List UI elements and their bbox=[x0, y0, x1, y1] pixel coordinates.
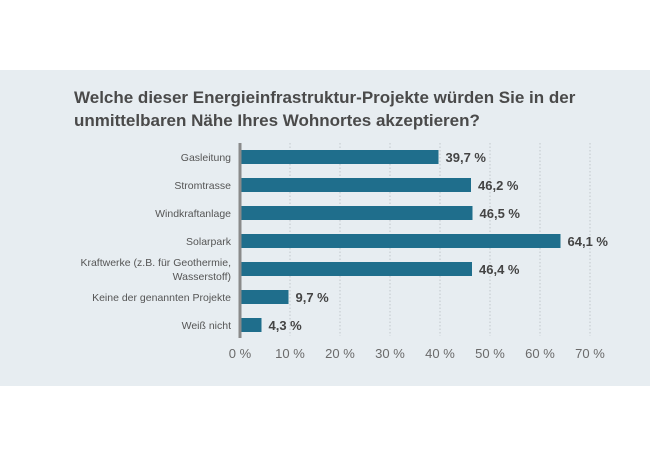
chart-title: Welche dieser Energieinfrastruktur-Proje… bbox=[74, 88, 576, 130]
x-tick-label: 40 % bbox=[425, 346, 455, 361]
x-tick-label: 10 % bbox=[275, 346, 305, 361]
x-tick-label: 20 % bbox=[325, 346, 355, 361]
x-tick-label: 70 % bbox=[575, 346, 605, 361]
bar bbox=[240, 206, 473, 220]
category-label: Stromtrasse bbox=[174, 180, 231, 192]
category-label: Solarpark bbox=[186, 236, 232, 248]
category-label: Kraftwerke (z.B. für Geothermie, Wasserst… bbox=[80, 257, 231, 283]
x-tick-label: 50 % bbox=[475, 346, 505, 361]
value-label: 39,7 % bbox=[446, 150, 487, 165]
category-label: Windkraftanlage bbox=[155, 208, 231, 220]
value-label: 64,1 % bbox=[568, 234, 609, 249]
bar bbox=[240, 150, 439, 164]
value-label: 46,5 % bbox=[480, 206, 521, 221]
x-tick-label: 60 % bbox=[525, 346, 555, 361]
chart-panel bbox=[0, 70, 650, 386]
value-label: 9,7 % bbox=[296, 290, 330, 305]
value-label: 4,3 % bbox=[269, 318, 303, 333]
x-tick-label: 30 % bbox=[375, 346, 405, 361]
bar bbox=[240, 178, 471, 192]
category-label: Weiß nicht bbox=[182, 320, 231, 332]
category-label: Gasleitung bbox=[181, 152, 231, 164]
bar bbox=[240, 318, 262, 332]
bar bbox=[240, 262, 472, 276]
x-tick-label: 0 % bbox=[229, 346, 252, 361]
category-label: Keine der genannten Projekte bbox=[92, 292, 231, 304]
value-label: 46,2 % bbox=[478, 178, 519, 193]
bar bbox=[240, 290, 289, 304]
bar bbox=[240, 234, 561, 248]
value-label: 46,4 % bbox=[479, 262, 520, 277]
